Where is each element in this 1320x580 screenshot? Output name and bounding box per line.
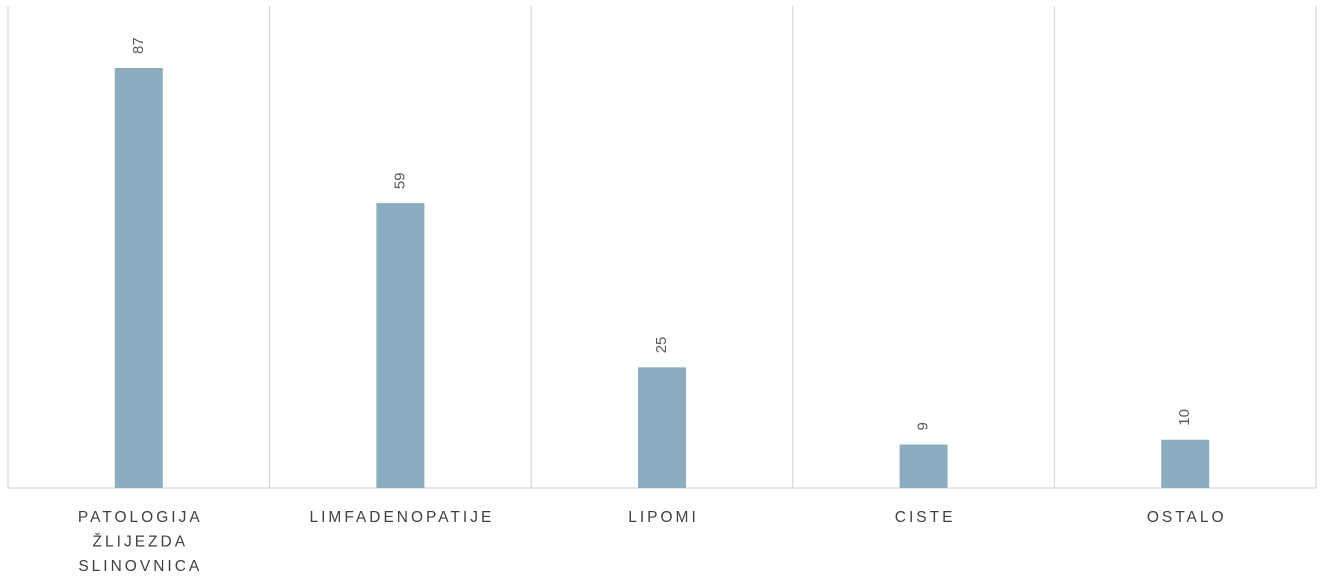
category-label: OSTALO	[1147, 509, 1227, 526]
bar	[899, 444, 948, 488]
bars	[114, 68, 1210, 488]
bar	[376, 203, 425, 488]
data-label: 87	[130, 37, 147, 54]
data-label: 25	[653, 337, 670, 354]
category-label-line: LIPOMI	[628, 509, 699, 526]
category-label: PATOLOGIJA ŽLIJEZDA SLINOVNICA	[78, 509, 203, 575]
category-label: LIMFADENOPATIJE	[309, 509, 494, 526]
bar	[114, 68, 163, 488]
category-label-line: OSTALO	[1147, 509, 1227, 526]
category-label-line: LIMFADENOPATIJE	[309, 509, 494, 526]
bar	[638, 367, 686, 488]
category-label: CISTE	[895, 509, 956, 526]
bar	[1161, 439, 1210, 488]
category-label-line: CISTE	[895, 509, 956, 526]
data-labels: 87 59 25 9 10	[130, 37, 1193, 430]
data-label: 10	[1176, 409, 1193, 426]
category-labels: PATOLOGIJA ŽLIJEZDA SLINOVNICA LIMFADENOPAT…	[78, 509, 1227, 575]
category-label: LIPOMI	[628, 509, 699, 526]
category-label-line: PATOLOGIJA	[78, 509, 203, 526]
data-label: 59	[391, 172, 408, 189]
data-label: 9	[915, 422, 932, 430]
category-label-line: ŽLIJEZDA	[93, 534, 188, 551]
category-label-line: SLINOVNICA	[78, 558, 202, 575]
